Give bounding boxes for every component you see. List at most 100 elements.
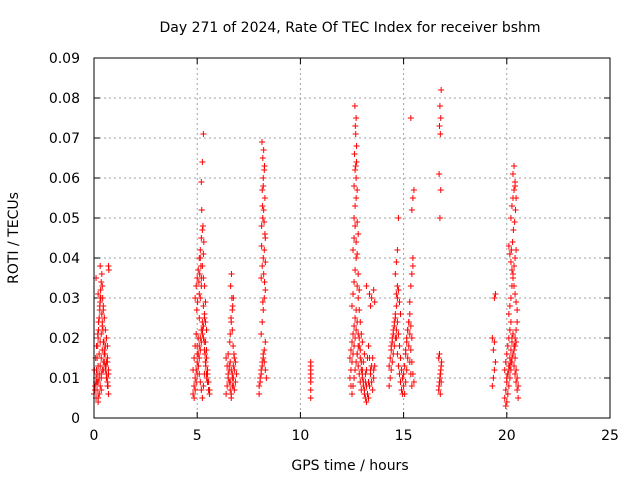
data-point: [194, 299, 201, 305]
data-point: [409, 255, 416, 261]
data-point: [202, 363, 209, 369]
data-point: [392, 311, 399, 317]
data-point: [227, 387, 234, 393]
x-tick-label: 25: [601, 428, 619, 444]
data-point: [406, 359, 413, 365]
data-point: [506, 303, 513, 309]
data-point: [386, 363, 393, 369]
data-point: [507, 215, 514, 221]
data-point: [406, 299, 413, 305]
data-point: [196, 355, 203, 361]
y-tick-label: 0.05: [49, 211, 80, 227]
data-point: [195, 279, 202, 285]
data-point: [362, 395, 369, 401]
x-tick-label: 15: [395, 428, 413, 444]
data-point: [508, 355, 515, 361]
data-point: [97, 383, 104, 389]
data-point: [230, 343, 237, 349]
data-point: [351, 235, 358, 241]
data-point: [262, 339, 269, 345]
data-point: [192, 375, 199, 381]
data-point: [401, 363, 408, 369]
data-point: [408, 271, 415, 277]
y-tick-label: 0.06: [49, 171, 80, 187]
data-point: [436, 215, 443, 221]
data-point: [96, 351, 103, 357]
data-point: [368, 363, 375, 369]
grid-layer: [94, 58, 610, 418]
data-point: [349, 391, 355, 397]
data-point: [97, 299, 104, 305]
data-point: [260, 307, 267, 313]
data-point: [408, 335, 415, 341]
data-point: [410, 187, 417, 193]
data-point: [357, 347, 364, 353]
data-point: [227, 283, 234, 289]
data-point: [492, 291, 499, 297]
data-point: [507, 259, 514, 265]
data-point: [350, 291, 357, 297]
data-point: [307, 359, 314, 365]
data-point: [371, 299, 378, 305]
data-point: [351, 103, 358, 109]
data-point: [97, 363, 104, 369]
data-point: [259, 363, 266, 369]
data-point: [394, 283, 401, 289]
data-point: [257, 379, 264, 385]
data-point: [193, 331, 200, 337]
data-point: [491, 339, 498, 345]
data-point: [511, 263, 518, 269]
data-point: [507, 359, 514, 365]
data-point: [351, 151, 358, 157]
data-point: [193, 307, 200, 313]
data-point: [437, 371, 444, 377]
data-point: [258, 223, 265, 229]
data-point: [307, 387, 314, 393]
x-tick-label: 5: [193, 428, 202, 444]
data-point: [354, 219, 361, 225]
data-point: [98, 355, 105, 361]
data-point: [203, 347, 210, 353]
data-point: [259, 155, 266, 161]
data-point: [407, 283, 414, 289]
data-point: [410, 379, 417, 385]
x-tick-label: 0: [90, 428, 99, 444]
data-point: [350, 383, 357, 389]
data-point: [404, 355, 411, 361]
data-point: [511, 347, 518, 353]
data-point: [506, 327, 513, 333]
data-point: [512, 255, 519, 261]
data-point: [506, 251, 513, 257]
data-point: [367, 303, 374, 309]
data-point: [506, 363, 513, 369]
data-point: [403, 335, 410, 341]
data-point: [515, 395, 522, 401]
data-point: [400, 371, 407, 377]
data-point: [262, 259, 269, 265]
data-point: [512, 183, 519, 189]
data-point: [503, 399, 510, 405]
data-point: [352, 131, 359, 137]
data-point: [190, 391, 197, 397]
tick-layer: 0 5 10 15 20 25 0 0.01 0.02 0.03 0.04 0.05 0.06 0.07 0…: [49, 51, 619, 444]
data-point: [437, 115, 444, 121]
data-point: [511, 163, 518, 169]
data-point: [353, 159, 360, 165]
data-point: [370, 287, 377, 293]
data-point: [103, 335, 110, 341]
data-point: [194, 343, 201, 349]
data-point: [101, 315, 108, 321]
data-point: [513, 379, 520, 385]
data-point: [352, 167, 359, 173]
data-point: [97, 295, 104, 301]
data-point: [228, 271, 235, 277]
data-point: [261, 163, 268, 169]
data-point: [99, 283, 106, 289]
data-point: [359, 339, 366, 345]
data-point: [368, 295, 375, 301]
data-point: [508, 247, 515, 253]
data-point: [98, 271, 105, 277]
data-point: [352, 163, 359, 169]
data-point: [228, 391, 235, 397]
data-point: [511, 219, 518, 225]
